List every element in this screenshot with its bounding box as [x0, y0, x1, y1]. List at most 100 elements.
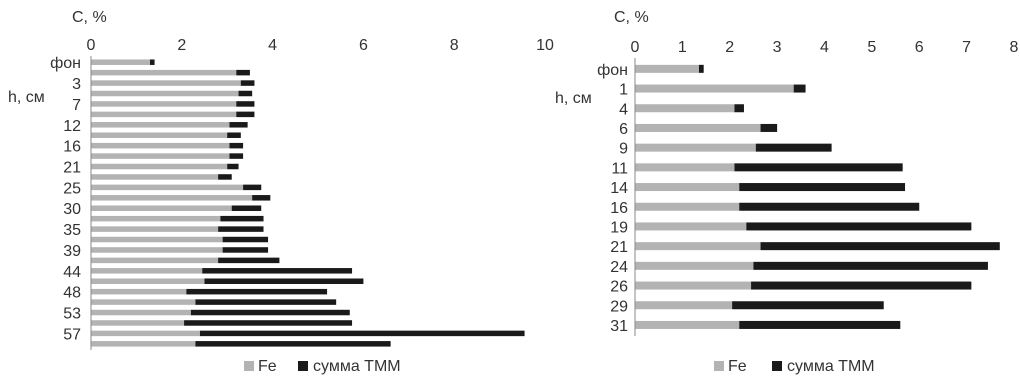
right-y-tick-label: 29 — [610, 298, 628, 315]
left-bar-fe — [91, 59, 151, 65]
right-bar-tmm — [739, 202, 920, 211]
right-y-tick-label: 21 — [610, 239, 628, 256]
right-x-tick-label: 0 — [631, 39, 640, 56]
right-bar-fe — [635, 64, 699, 73]
right-x-tick-label: 1 — [678, 39, 687, 56]
left-y-tick-labels: фон 3 7 12 16 21 25 30 35 39 44 48 53 57 — [50, 55, 81, 343]
left-y-tick-label: 21 — [63, 160, 81, 177]
right-bar-fe — [635, 281, 752, 290]
left-y-tick-label: 7 — [72, 97, 81, 114]
left-bar-fe — [91, 69, 237, 76]
right-x-tick-label: 5 — [867, 39, 876, 56]
left-bar-tmm — [238, 90, 253, 97]
left-bar-fe — [91, 215, 221, 222]
left-bar-tmm — [186, 288, 328, 295]
left-bar-fe — [91, 132, 228, 138]
left-x-tick-label: 4 — [268, 37, 277, 54]
left-bar-fe — [91, 320, 185, 326]
left-legend-tmm-label: сумма ТММ — [313, 358, 401, 375]
left-bar-tmm — [195, 341, 391, 347]
left-y-tick-label: 39 — [63, 243, 81, 260]
left-bar-tmm — [243, 184, 262, 191]
right-bar-tmm — [734, 163, 903, 172]
left-bar-tmm — [236, 101, 255, 107]
right-y-axis-title: h, см — [555, 90, 592, 107]
left-bar-tmm — [150, 59, 155, 65]
right-y-tick-label: 11 — [611, 160, 628, 177]
left-y-tick-label: 25 — [63, 180, 81, 197]
left-x-ticks: 0 2 4 6 8 10 — [87, 37, 554, 54]
left-y-tick-label: 44 — [63, 264, 81, 281]
left-bar-fe — [91, 184, 244, 191]
right-legend-fe-label: Fe — [728, 358, 747, 375]
left-bar-fe — [91, 163, 228, 170]
left-bar-fe — [91, 205, 232, 211]
right-legend-tmm-swatch — [772, 361, 782, 371]
left-bar-tmm — [229, 153, 244, 159]
left-x-tick-label: 2 — [177, 37, 186, 54]
left-bar-fe — [91, 195, 253, 201]
right-bar-fe — [635, 104, 735, 113]
right-bar-fe — [635, 202, 740, 211]
left-bar-fe — [91, 174, 219, 180]
left-x-tick-label: 6 — [359, 37, 368, 54]
left-legend-tmm-swatch — [298, 361, 308, 371]
left-bar-fe — [91, 90, 239, 97]
left-bar-fe — [91, 111, 237, 118]
right-bar-fe — [635, 163, 735, 172]
right-y-tick-label: фон — [597, 62, 628, 79]
right-x-ticks: 0 1 2 3 4 5 6 7 8 — [631, 39, 1019, 56]
right-bar-tmm — [734, 104, 744, 113]
left-bar-tmm — [227, 132, 241, 138]
left-bar-fe — [91, 341, 196, 347]
right-bar-tmm — [793, 84, 806, 93]
left-x-axis-title: C, % — [72, 9, 107, 26]
left-bar-tmm — [199, 330, 525, 337]
left-bar-fe — [91, 122, 230, 128]
left-bar-fe — [91, 299, 196, 305]
right-bar-fe — [635, 261, 754, 270]
right-x-tick-label: 8 — [1010, 39, 1019, 56]
left-y-tick-label: 53 — [63, 306, 81, 323]
left-y-tick-label: 16 — [63, 139, 81, 156]
right-bar-fe — [635, 143, 756, 152]
right-x-tick-label: 6 — [915, 39, 924, 56]
left-y-axis-title: h, см — [8, 89, 45, 106]
left-y-tick-label: 57 — [63, 326, 81, 343]
left-legend-fe-swatch — [244, 361, 254, 371]
left-x-tick-label: 0 — [87, 37, 96, 54]
right-y-tick-label: 31 — [610, 318, 628, 335]
right-y-tick-label: 14 — [610, 180, 628, 197]
right-bar-tmm — [739, 183, 906, 192]
left-bar-tmm — [204, 278, 364, 284]
left-bars — [91, 59, 525, 347]
right-bar-tmm — [760, 242, 1000, 251]
right-bar-fe — [635, 301, 733, 310]
left-bar-fe — [91, 101, 237, 107]
right-bar-tmm — [755, 143, 832, 152]
right-bar-tmm — [739, 320, 901, 329]
right-y-tick-label: 1 — [619, 82, 628, 99]
left-bar-tmm — [236, 69, 250, 76]
left-bar-fe — [91, 80, 241, 86]
left-bar-fe — [91, 236, 223, 243]
left-bar-fe — [91, 142, 230, 149]
right-bar-fe — [635, 183, 740, 192]
left-bar-fe — [91, 257, 219, 264]
right-x-tick-label: 7 — [962, 39, 971, 56]
left-bar-tmm — [222, 247, 269, 253]
right-x-tick-label: 3 — [773, 39, 782, 56]
right-bar-tmm — [698, 64, 704, 73]
right-bar-tmm — [732, 301, 884, 310]
left-bar-tmm — [195, 299, 337, 305]
right-bar-tmm — [760, 123, 778, 132]
left-chart: C, % h, см 0 2 4 6 8 10 фон 3 7 12 16 21 25 30 35 39 44… — [8, 9, 554, 375]
left-y-tick-label: 30 — [63, 201, 81, 218]
left-legend: Fe сумма ТММ — [244, 358, 401, 375]
right-bars — [635, 64, 1000, 329]
left-bar-fe — [91, 309, 191, 316]
right-bar-tmm — [753, 261, 988, 270]
right-x-axis-title: C, % — [614, 9, 649, 26]
